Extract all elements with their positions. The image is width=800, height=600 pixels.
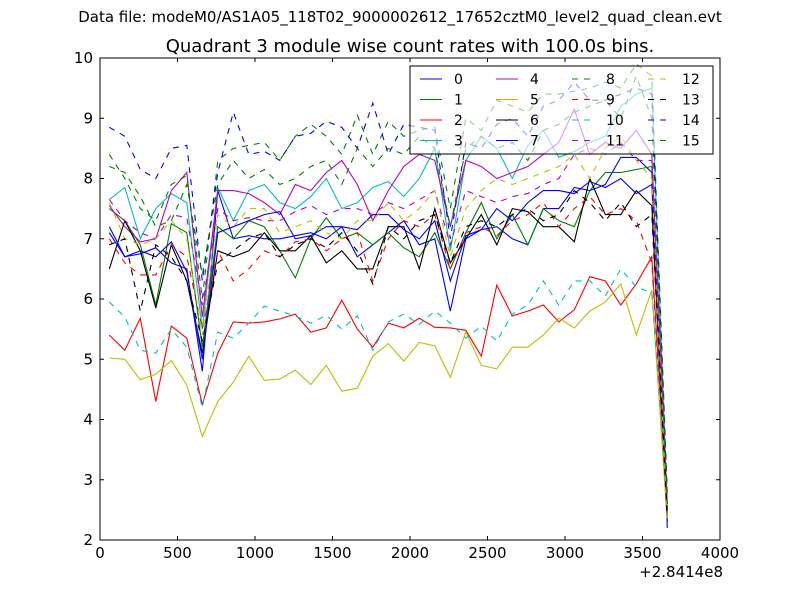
y-tick-label: 2	[83, 531, 93, 549]
series-line-9	[108, 195, 668, 516]
legend-label-6: 6	[530, 113, 539, 129]
x-tick-label: 0	[95, 544, 105, 562]
legend-label-8: 8	[606, 72, 615, 88]
y-tick-label: 6	[83, 290, 93, 308]
legend-label-10: 10	[606, 113, 624, 129]
suptitle: Data file: modeM0/AS1A05_118T02_90000026…	[78, 8, 722, 26]
chart-title: Quadrant 3 module wise count rates with …	[165, 36, 655, 57]
y-tick-label: 3	[83, 471, 93, 489]
legend-label-9: 9	[606, 93, 615, 109]
series-line-2	[108, 254, 668, 510]
series-line-10	[108, 267, 668, 504]
series-line-0	[108, 156, 668, 529]
legend-box	[409, 65, 714, 155]
legend-label-2: 2	[454, 113, 463, 129]
x-tick-label: 1500	[313, 544, 351, 562]
x-tick-label: 500	[163, 544, 192, 562]
series-line-7	[108, 177, 668, 522]
x-tick-label: 3500	[623, 544, 661, 562]
y-tick-label: 10	[74, 49, 93, 67]
x-tick-label: 2500	[468, 544, 506, 562]
series-line-5	[109, 282, 668, 522]
x-offset-label: +2.8414e8	[639, 563, 723, 581]
legend-label-0: 0	[454, 72, 463, 88]
series-line-11	[108, 141, 668, 510]
legend-label-13: 13	[682, 93, 700, 109]
y-tick-label: 7	[83, 230, 93, 248]
series-line-1	[108, 165, 668, 522]
y-tick-label: 5	[83, 350, 93, 368]
legend-label-12: 12	[682, 72, 700, 88]
legend-label-15: 15	[682, 134, 700, 150]
legend-label-5: 5	[530, 93, 539, 109]
legend-label-1: 1	[454, 93, 463, 109]
x-tick-label: 4000	[701, 544, 739, 562]
series-group	[108, 63, 668, 529]
x-tick-label: 1000	[236, 544, 274, 562]
series-line-12	[108, 135, 668, 522]
legend-label-4: 4	[530, 72, 539, 88]
y-tick-label: 4	[83, 411, 93, 429]
legend-label-7: 7	[530, 134, 539, 150]
legend-label-3: 3	[454, 134, 463, 150]
x-tick-label: 3000	[546, 544, 584, 562]
legend-label-14: 14	[682, 113, 700, 129]
x-tick-label: 2000	[391, 544, 429, 562]
y-tick-label: 9	[83, 109, 93, 127]
legend-label-11: 11	[606, 134, 624, 150]
series-line-13	[109, 189, 668, 516]
y-tick-label: 8	[83, 170, 93, 188]
